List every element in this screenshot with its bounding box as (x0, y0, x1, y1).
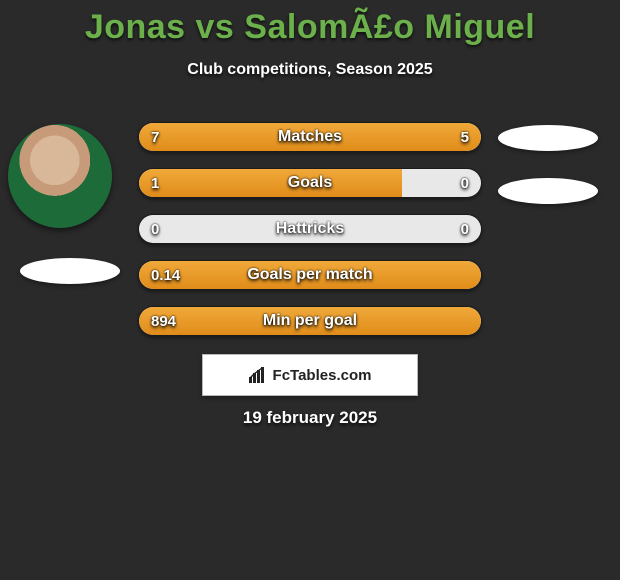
stat-right-value: 0 (461, 169, 469, 197)
stat-bar: 0Hattricks0 (138, 214, 482, 244)
stat-label: Matches (139, 123, 481, 151)
stat-label: Goals per match (139, 261, 481, 289)
stat-right-value: 0 (461, 215, 469, 243)
brand-text: FcTables.com (273, 367, 372, 384)
bar-chart-icon (249, 367, 267, 383)
player-right-badge-1 (498, 125, 598, 151)
stat-label: Goals (139, 169, 481, 197)
stat-right-value: 5 (461, 123, 469, 151)
stat-bar: 1Goals0 (138, 168, 482, 198)
stat-bar: 0.14Goals per match (138, 260, 482, 290)
stat-label: Hattricks (139, 215, 481, 243)
brand-box: FcTables.com (202, 354, 418, 396)
stat-label: Min per goal (139, 307, 481, 335)
date-text: 19 february 2025 (0, 408, 620, 428)
player-left-badge (20, 258, 120, 284)
stat-bar: 7Matches5 (138, 122, 482, 152)
stat-bar: 894Min per goal (138, 306, 482, 336)
stats-bar-list: 7Matches51Goals00Hattricks00.14Goals per… (138, 122, 482, 352)
player-left-avatar (8, 124, 112, 228)
page-subtitle: Club competitions, Season 2025 (0, 61, 620, 79)
page-title: Jonas vs SalomÃ£o Miguel (0, 0, 620, 47)
player-right-badge-2 (498, 178, 598, 204)
